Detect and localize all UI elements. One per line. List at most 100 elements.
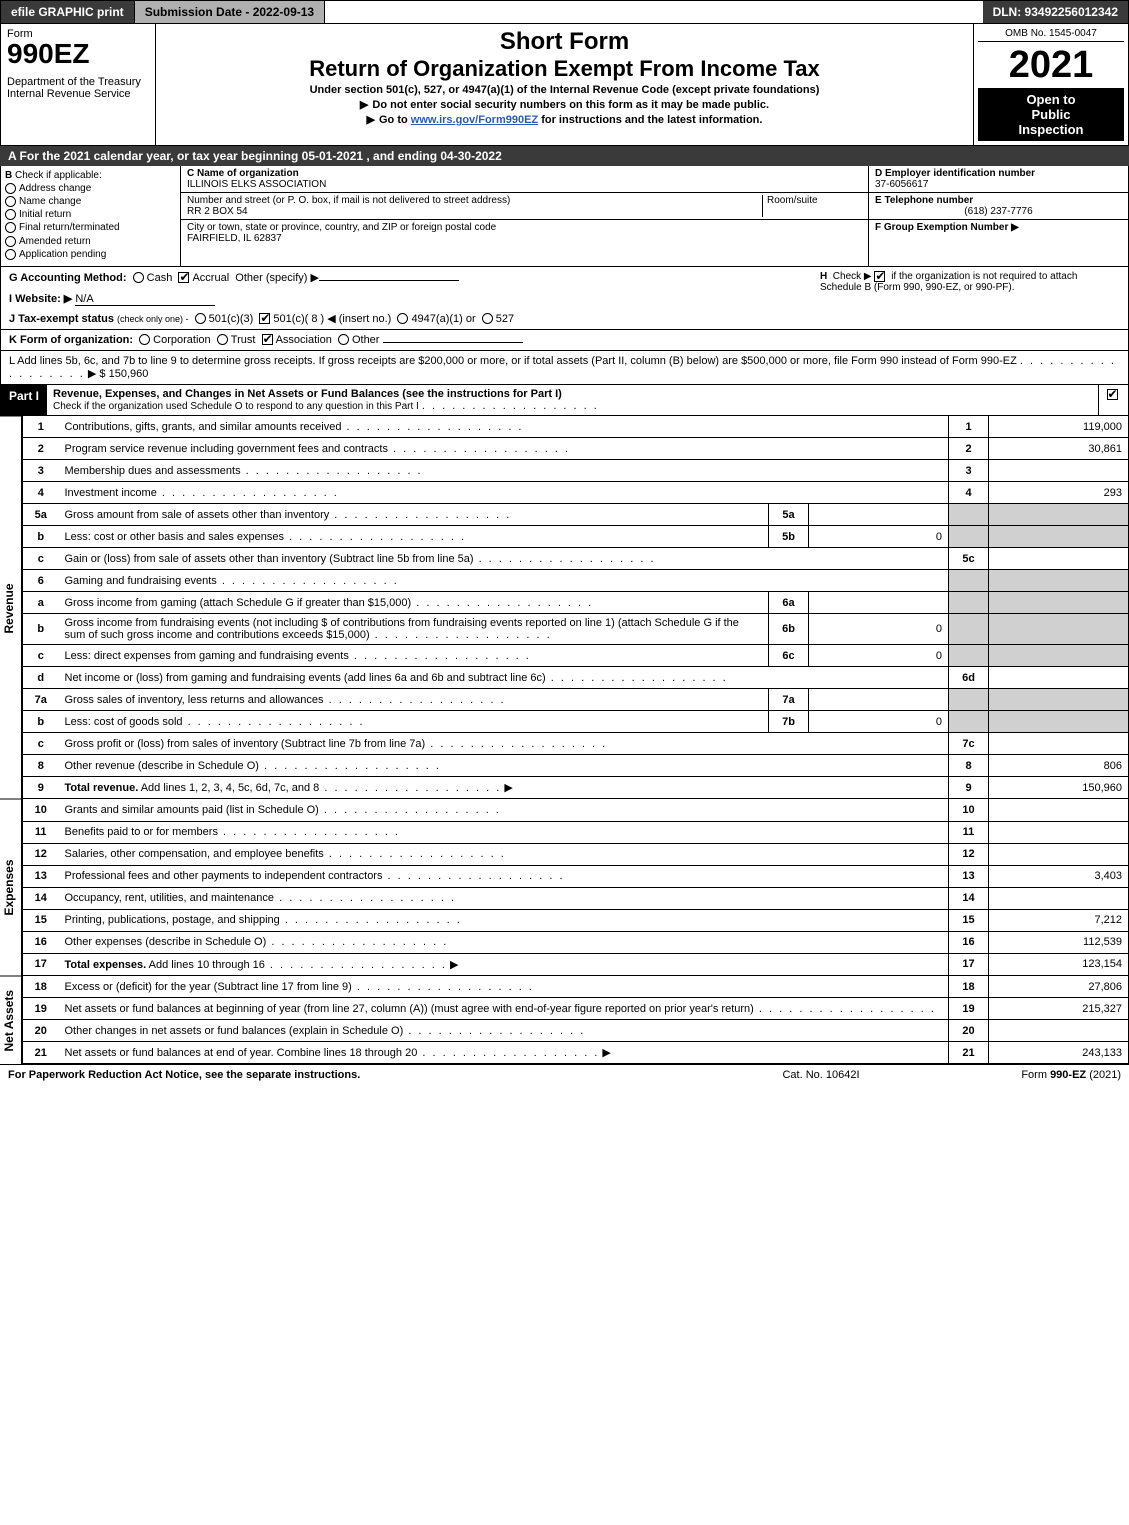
footer-right-post: (2021) <box>1089 1069 1121 1081</box>
org-name-address: C Name of organization ILLINOIS ELKS ASS… <box>181 166 868 266</box>
j-501c-checkbox[interactable] <box>259 313 270 324</box>
k-assoc-checkbox[interactable] <box>262 334 273 345</box>
amount-shade <box>989 526 1129 548</box>
line-no: 11 <box>949 821 989 843</box>
b-option-radio-2[interactable] <box>5 209 16 220</box>
other-input[interactable] <box>319 280 459 281</box>
org-info-block: B Check if applicable: Address changeNam… <box>0 166 1129 267</box>
revenue-section: Revenue 1Contributions, gifts, grants, a… <box>0 416 1129 800</box>
b-option-radio-4[interactable] <box>5 236 16 247</box>
row-number: c <box>23 548 59 570</box>
line-row: 4Investment income4293 <box>23 482 1129 504</box>
accrual-checkbox[interactable] <box>178 272 189 283</box>
amount-shade <box>989 504 1129 526</box>
line-no: 2 <box>949 438 989 460</box>
line-row: 16Other expenses (describe in Schedule O… <box>23 931 1129 953</box>
footer-right-pre: Form <box>1021 1069 1050 1081</box>
row-desc: Gross income from fundraising events (no… <box>59 614 769 645</box>
amount: 3,403 <box>989 865 1129 887</box>
k-other-radio[interactable] <box>338 334 349 345</box>
b-option-label-3: Final return/terminated <box>19 223 120 234</box>
line-row: aGross income from gaming (attach Schedu… <box>23 592 1129 614</box>
j-label: J Tax-exempt status <box>9 313 114 325</box>
city-value: FAIRFIELD, IL 62837 <box>187 233 282 244</box>
row-number: 19 <box>23 998 59 1020</box>
amount-shade <box>989 592 1129 614</box>
row-desc: Program service revenue including govern… <box>59 438 949 460</box>
amount <box>989 821 1129 843</box>
k-corp-radio[interactable] <box>139 334 150 345</box>
phone-value: (618) 237-7776 <box>875 206 1122 217</box>
b-option-label-4: Amended return <box>19 236 91 247</box>
ein-value: 37-6056617 <box>875 179 928 190</box>
line-k: K Form of organization: Corporation Trus… <box>0 330 1129 351</box>
line-row: 18Excess or (deficit) for the year (Subt… <box>23 976 1129 998</box>
j-527-radio[interactable] <box>482 313 493 324</box>
d-label: D Employer identification number <box>875 168 1035 179</box>
row-desc: Gross income from gaming (attach Schedul… <box>59 592 769 614</box>
k-trust-radio[interactable] <box>217 334 228 345</box>
website-value: N/A <box>75 293 215 306</box>
row-number: 9 <box>23 777 59 799</box>
b-option-radio-3[interactable] <box>5 222 16 233</box>
h-checkbox[interactable] <box>874 271 885 282</box>
line-no-shade <box>949 504 989 526</box>
b-option-radio-1[interactable] <box>5 196 16 207</box>
part1-title: Revenue, Expenses, and Changes in Net As… <box>53 388 562 400</box>
f-label: F Group Exemption Number ▶ <box>875 222 1019 233</box>
accounting-method-row: G Accounting Method: Cash Accrual Other … <box>0 267 1129 330</box>
row-number: b <box>23 526 59 548</box>
irs-label: Internal Revenue Service <box>7 88 149 100</box>
row-desc: Net assets or fund balances at beginning… <box>59 998 949 1020</box>
subline-label: 6c <box>769 645 809 667</box>
row-number: b <box>23 614 59 645</box>
dots <box>422 400 599 412</box>
amount-shade <box>989 645 1129 667</box>
j-501c3-radio[interactable] <box>195 313 206 324</box>
efile-print-button[interactable]: efile GRAPHIC print <box>1 1 135 23</box>
b-option-2: Initial return <box>5 209 176 220</box>
line-no: 9 <box>949 777 989 799</box>
subline-label: 5b <box>769 526 809 548</box>
row-number: 13 <box>23 865 59 887</box>
subline-value: 0 <box>809 711 949 733</box>
spacer <box>325 1 982 23</box>
amount <box>989 1020 1129 1042</box>
line-row: 6Gaming and fundraising events <box>23 570 1129 592</box>
row-number: 8 <box>23 755 59 777</box>
line-no: 3 <box>949 460 989 482</box>
k-trust: Trust <box>231 334 256 346</box>
amount: 806 <box>989 755 1129 777</box>
row-desc: Grants and similar amounts paid (list in… <box>59 799 949 821</box>
b-letter: B <box>5 170 12 181</box>
b-option-radio-0[interactable] <box>5 183 16 194</box>
form-header: Form 990EZ Department of the Treasury In… <box>0 24 1129 146</box>
line-row: cLess: direct expenses from gaming and f… <box>23 645 1129 667</box>
footer-left: For Paperwork Reduction Act Notice, see … <box>8 1069 721 1081</box>
line-no-shade <box>949 570 989 592</box>
row-desc: Contributions, gifts, grants, and simila… <box>59 416 949 438</box>
b-option-radio-5[interactable] <box>5 249 16 260</box>
row-number: c <box>23 645 59 667</box>
j-4947-radio[interactable] <box>397 313 408 324</box>
cash-radio[interactable] <box>133 272 144 283</box>
row-desc: Gaming and fundraising events <box>59 570 949 592</box>
line-no: 5c <box>949 548 989 570</box>
line-row: cGain or (loss) from sale of assets othe… <box>23 548 1129 570</box>
row-desc: Occupancy, rent, utilities, and maintena… <box>59 887 949 909</box>
amount: 27,806 <box>989 976 1129 998</box>
b-option-label-5: Application pending <box>19 249 106 260</box>
row-desc: Total revenue. Add lines 1, 2, 3, 4, 5c,… <box>59 777 949 799</box>
irs-link[interactable]: www.irs.gov/Form990EZ <box>411 114 538 126</box>
k-other-input[interactable] <box>383 342 523 343</box>
amount: 293 <box>989 482 1129 504</box>
row-number: 5a <box>23 504 59 526</box>
part1-schedule-o-checkbox[interactable] <box>1107 389 1118 400</box>
b-option-0: Address change <box>5 183 176 194</box>
line-row: 3Membership dues and assessments3 <box>23 460 1129 482</box>
submission-date: Submission Date - 2022-09-13 <box>135 1 325 23</box>
subline-value <box>809 504 949 526</box>
amount <box>989 843 1129 865</box>
group-exemption-cell: F Group Exemption Number ▶ <box>869 220 1128 235</box>
line-no: 21 <box>949 1042 989 1064</box>
